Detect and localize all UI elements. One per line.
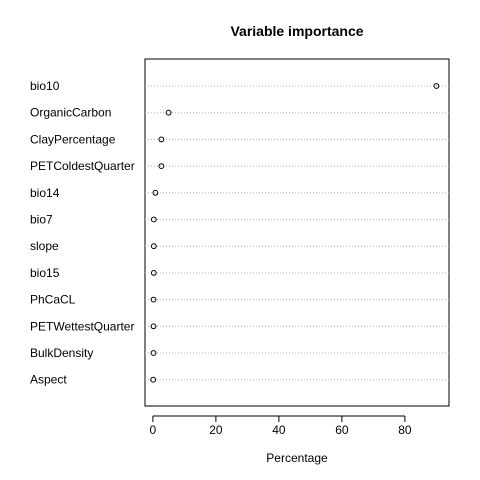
data-point [150,350,157,356]
x-axis: 0 20 40 60 80 [150,415,412,437]
data-point [165,109,172,116]
x-tick-label: 80 [398,423,412,437]
data-points [150,83,440,383]
x-axis-title: Percentage [266,451,328,465]
category-label: PETColdestQuarter [30,159,135,173]
category-label: slope [30,239,59,253]
data-point [150,270,157,276]
data-point [150,323,157,330]
x-tick-label: 20 [209,423,223,437]
data-point [433,83,440,89]
grid-lines [145,85,449,381]
category-label: bio10 [30,79,60,93]
category-label: BulkDensity [30,346,93,360]
chart-title: Variable importance [230,23,363,39]
category-labels: bio10 OrganicCarbon ClayPercentage PETColde… [30,79,135,387]
data-point [158,136,165,143]
data-point [158,163,165,170]
category-label: Aspect [30,373,67,387]
data-point [150,216,157,223]
category-label: OrganicCarbon [30,106,111,120]
data-point [150,243,157,250]
data-point [150,376,157,383]
x-tick-label: 0 [150,423,157,437]
category-label: bio14 [30,186,60,200]
category-label: PETWettestQuarter [30,319,134,333]
x-tick-label: 40 [272,423,286,437]
data-point [150,296,157,303]
category-label: ClayPercentage [30,132,116,146]
data-point [152,189,159,196]
x-tick-label: 60 [335,423,349,437]
category-label: bio7 [30,213,53,227]
category-label: bio15 [30,266,60,280]
category-label: PhCaCL [30,293,76,307]
plot-frame [144,58,450,407]
